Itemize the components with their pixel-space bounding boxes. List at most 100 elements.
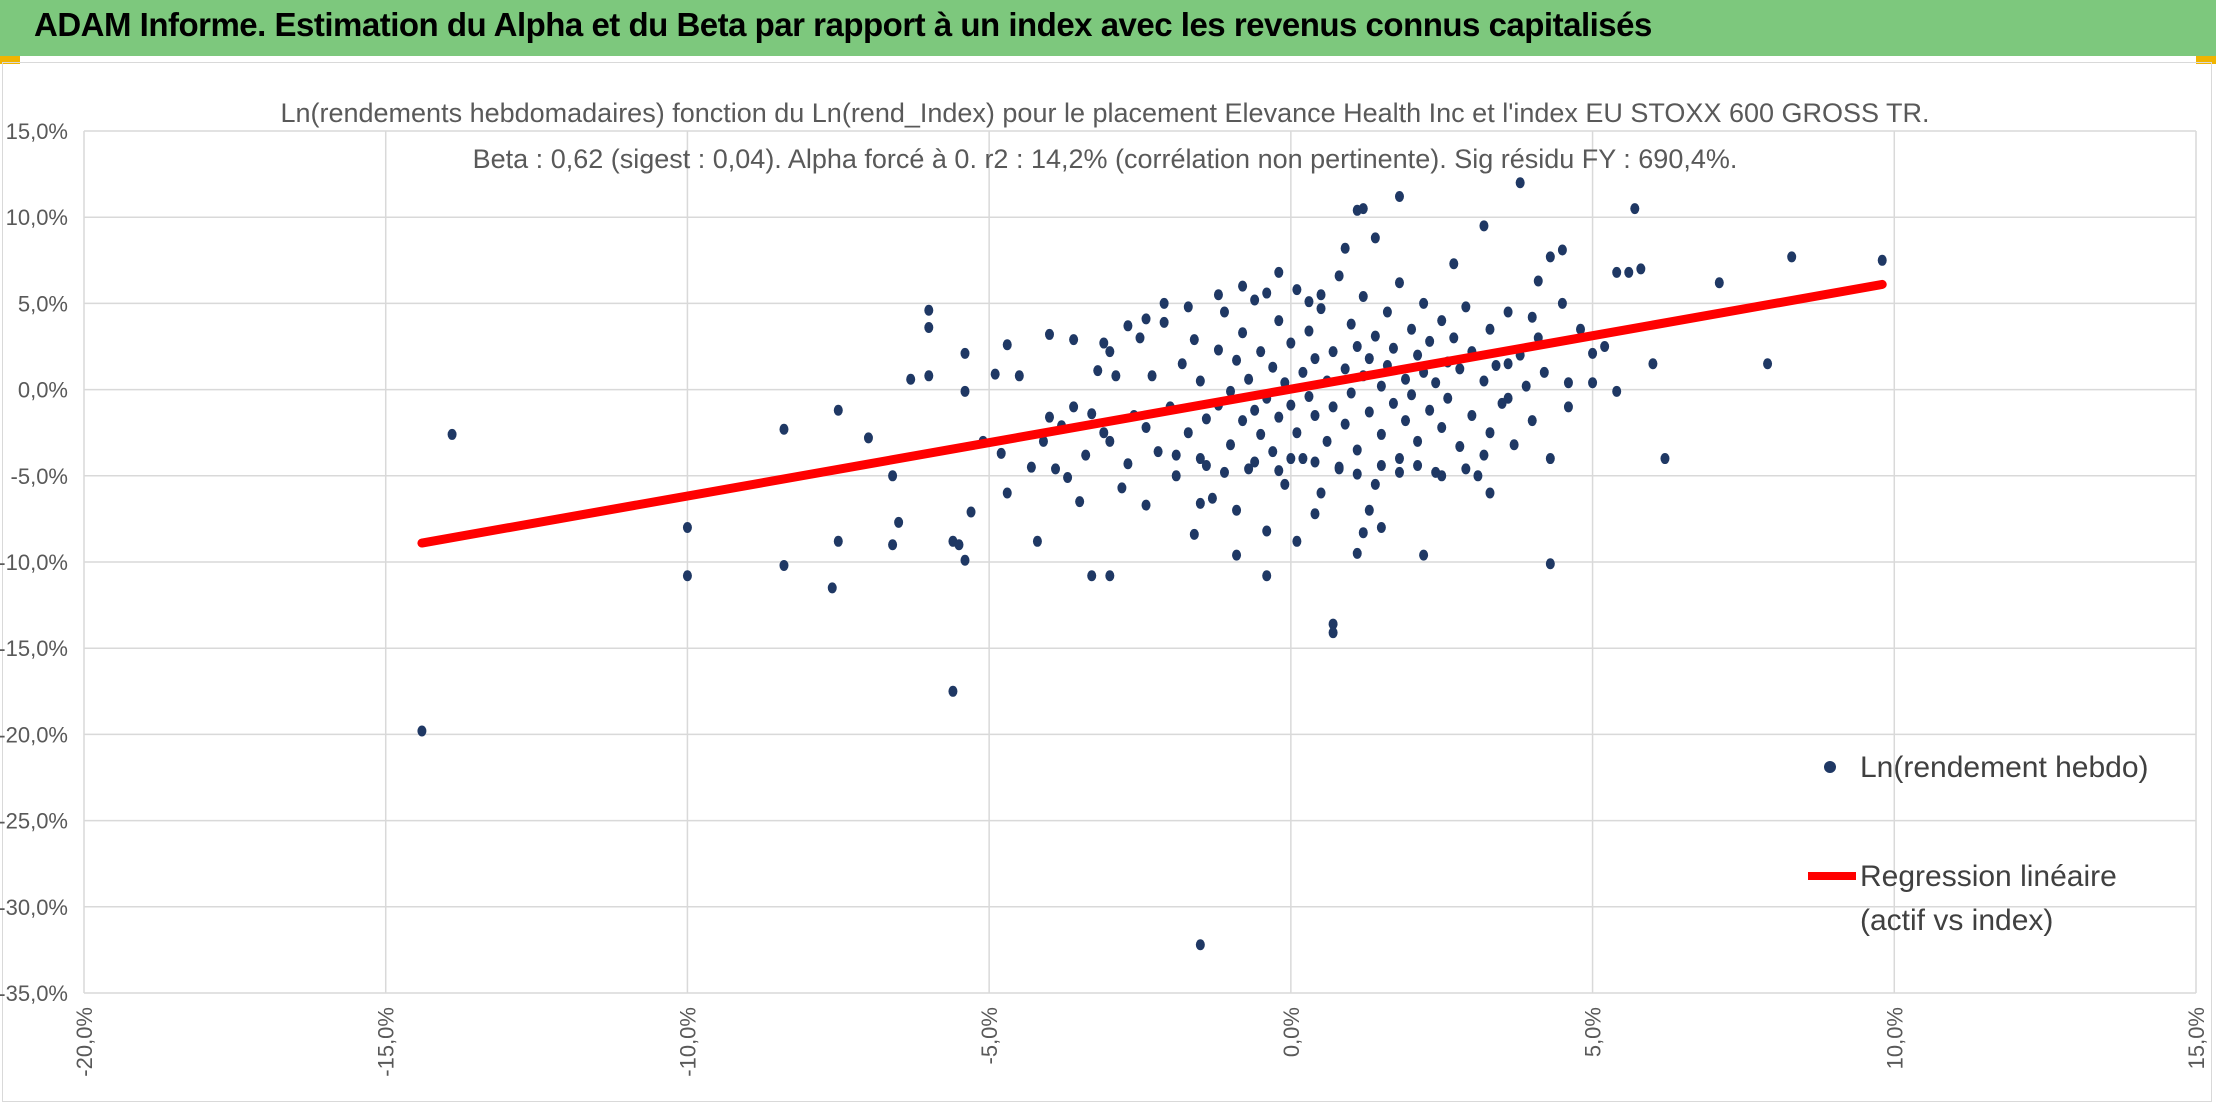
data-point	[1352, 468, 1362, 480]
regression-line	[417, 279, 1887, 548]
data-point	[1588, 347, 1598, 359]
data-point	[1099, 427, 1109, 439]
data-point	[1268, 446, 1278, 458]
data-point	[1123, 320, 1133, 332]
data-point	[1600, 341, 1610, 352]
data-point	[1437, 422, 1447, 434]
y-tick-label: 0,0%	[18, 378, 68, 403]
corner-marker-left	[0, 56, 20, 64]
data-point	[1171, 449, 1181, 461]
data-point	[1304, 296, 1314, 308]
x-tick-label: 15,0%	[2184, 1007, 2209, 1069]
data-point	[1310, 409, 1320, 421]
data-point	[1250, 294, 1260, 306]
data-point	[1563, 401, 1573, 413]
data-point	[1437, 470, 1447, 482]
data-point	[1063, 472, 1073, 484]
data-point	[1286, 337, 1296, 349]
data-point	[417, 725, 427, 737]
data-point	[1612, 266, 1622, 278]
data-point	[1485, 427, 1495, 439]
data-point	[1340, 363, 1350, 375]
data-point	[1002, 487, 1012, 499]
data-point	[1195, 453, 1205, 465]
data-point	[1455, 440, 1465, 452]
data-point	[990, 368, 1000, 380]
data-point	[1002, 339, 1012, 351]
data-point	[1310, 353, 1320, 365]
x-tick-label: -5,0%	[977, 1007, 1002, 1064]
data-point	[1087, 408, 1097, 420]
data-point	[1274, 315, 1284, 327]
data-point	[948, 685, 958, 697]
data-point	[1376, 459, 1386, 471]
data-point	[1232, 354, 1242, 366]
data-point	[1364, 406, 1374, 418]
data-point	[1437, 315, 1447, 327]
data-point	[996, 447, 1006, 459]
data-point	[1262, 525, 1272, 537]
regression-line-group	[417, 279, 1887, 548]
data-point	[1093, 365, 1103, 377]
data-point	[1226, 439, 1236, 451]
data-point	[1557, 297, 1567, 309]
data-point	[1455, 363, 1465, 375]
data-point	[1376, 428, 1386, 440]
data-point	[1545, 251, 1555, 263]
data-point	[1244, 373, 1254, 385]
data-point	[1394, 277, 1404, 289]
data-point	[1304, 325, 1314, 337]
data-point	[1141, 499, 1151, 511]
data-point	[1364, 504, 1374, 516]
data-point	[1443, 392, 1453, 404]
data-point	[1123, 458, 1133, 470]
y-tick-label: -35,0%	[0, 981, 68, 1006]
data-point	[1461, 301, 1471, 313]
data-point	[1473, 470, 1483, 482]
data-point	[1310, 456, 1320, 468]
data-point	[1141, 313, 1151, 325]
data-point	[1485, 323, 1495, 335]
data-point	[1388, 342, 1398, 354]
data-point	[1105, 570, 1115, 582]
data-point	[1340, 418, 1350, 430]
data-point	[1545, 558, 1555, 570]
data-point	[888, 470, 898, 482]
y-tick-label: -30,0%	[0, 895, 68, 920]
data-point	[1358, 291, 1368, 303]
x-tick-label: 10,0%	[1882, 1007, 1907, 1069]
data-point	[1419, 549, 1429, 561]
report-header: ADAM Informe. Estimation du Alpha et du …	[0, 0, 2216, 56]
data-point	[966, 506, 976, 518]
data-point	[1479, 220, 1489, 232]
data-point	[1479, 375, 1489, 387]
data-point	[1322, 435, 1332, 447]
data-point	[1316, 289, 1326, 301]
chart-title: Ln(rendements hebdomadaires) fonction du…	[280, 98, 1929, 128]
report-title: ADAM Informe. Estimation du Alpha et du …	[34, 6, 1652, 43]
data-point	[1624, 266, 1634, 278]
data-point	[1286, 399, 1296, 411]
data-point	[682, 522, 692, 534]
data-point	[1195, 939, 1205, 951]
data-point	[1256, 346, 1266, 358]
data-point	[1292, 535, 1302, 547]
legend-label-regression-line2: (actif vs index)	[1860, 904, 2053, 937]
data-point	[1292, 427, 1302, 439]
data-point	[1328, 401, 1338, 413]
data-point	[1521, 380, 1531, 392]
y-tick-label: -25,0%	[0, 809, 68, 834]
corner-marker-right	[2196, 56, 2216, 64]
data-point	[1250, 404, 1260, 416]
data-point	[1877, 254, 1887, 266]
data-point	[1195, 497, 1205, 509]
data-point	[1316, 487, 1326, 499]
data-point	[682, 570, 692, 582]
x-tick-label: 0,0%	[1279, 1007, 1304, 1057]
data-point	[1334, 270, 1344, 282]
y-tick-label: -15,0%	[0, 636, 68, 661]
data-point	[1044, 328, 1054, 340]
x-tick-label: -20,0%	[72, 1007, 97, 1077]
data-point	[1394, 191, 1404, 203]
